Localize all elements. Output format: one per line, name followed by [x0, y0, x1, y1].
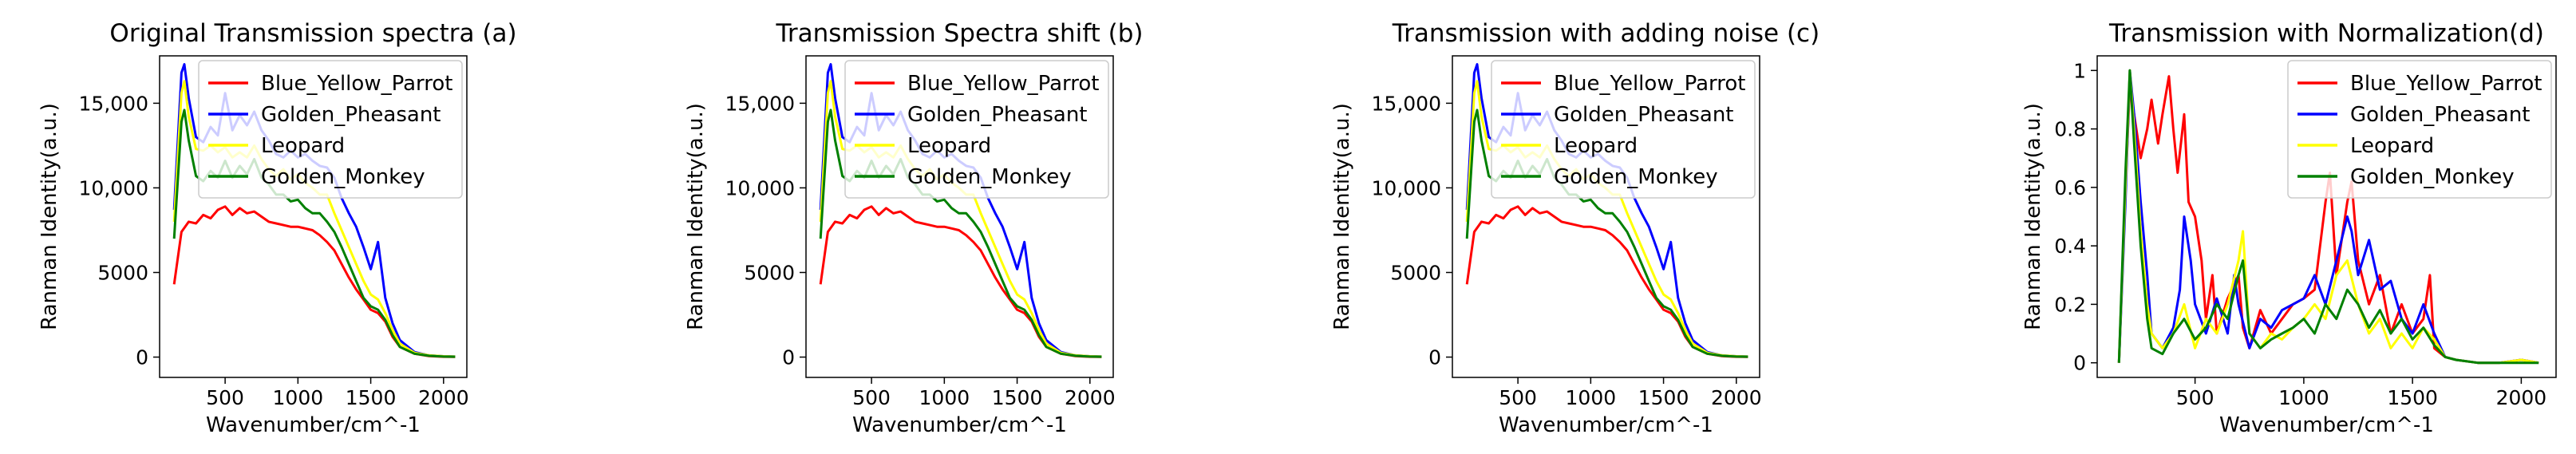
legend-label: Golden_Monkey — [1554, 165, 1718, 189]
legend: Blue_Yellow_Parrot Golden_Pheasant Leopard… — [198, 60, 463, 199]
x-axis-label: Wavenumber/cm^-1 — [852, 413, 1067, 437]
legend-label: Leopard — [1554, 134, 1638, 158]
y-tick-label: 15,000 — [725, 92, 795, 115]
y-tick-label: 0 — [136, 346, 148, 369]
legend-label: Blue_Yellow_Parrot — [907, 72, 1099, 96]
x-tick-label: 2000 — [1065, 386, 1116, 409]
y-tick-label: 15,000 — [79, 92, 148, 115]
y-tick-label: 10,000 — [79, 176, 148, 199]
y-tick-label: 10,000 — [725, 176, 795, 199]
y-tick-label: 0 — [1428, 346, 1441, 369]
series-line-blue-yellow-parrot — [1465, 205, 1748, 358]
legend-label: Golden_Monkey — [261, 165, 425, 189]
x-tick-label: 2000 — [2496, 386, 2547, 409]
x-tick-label: 500 — [206, 386, 244, 409]
y-axis-label: Ranman Identity(a.u.) — [38, 103, 61, 330]
legend-box — [2287, 60, 2552, 199]
x-tick-label: 500 — [1499, 386, 1537, 409]
legend-label: Leopard — [261, 134, 345, 158]
y-tick-label: 0.2 — [2054, 293, 2086, 316]
y-axis-label: Ranman Identity(a.u.) — [2021, 103, 2045, 330]
legend-label: Blue_Yellow_Parrot — [1554, 72, 1745, 96]
y-axis-label: Ranman Identity(a.u.) — [684, 103, 708, 330]
legend-box — [844, 60, 1109, 199]
x-axis-label: Wavenumber/cm^-1 — [1499, 413, 1713, 437]
chart-panel-2: Transmission Spectra shift (b) 500 1000 150… — [684, 19, 1144, 437]
series-line-blue-yellow-parrot — [819, 205, 1102, 358]
y-tick-label: 0.4 — [2054, 235, 2086, 258]
plot-frame — [159, 55, 468, 378]
chart-title: Transmission with Normalization(d) — [2108, 19, 2544, 48]
chart-title: Transmission with adding noise (c) — [1392, 19, 1819, 48]
legend-box — [1491, 60, 1756, 199]
y-tick-label: 0.6 — [2054, 176, 2086, 199]
x-tick-label: 1500 — [992, 386, 1043, 409]
chart-title: Transmission Spectra shift (b) — [776, 19, 1144, 48]
legend-label: Golden_Monkey — [2350, 165, 2515, 189]
y-tick-label: 5000 — [97, 261, 148, 284]
x-tick-label: 2000 — [1711, 386, 1762, 409]
chart-title: Original Transmission spectra (a) — [109, 19, 516, 48]
series-lines — [2117, 69, 2539, 365]
chart-panel-3: Transmission with adding noise (c) 500 100… — [1330, 19, 1819, 437]
x-tick-label: 1000 — [2278, 386, 2329, 409]
x-tick-label: 1000 — [919, 386, 970, 409]
legend-label: Blue_Yellow_Parrot — [261, 72, 452, 96]
legend-label: Leopard — [2350, 134, 2434, 158]
y-tick-label: 0 — [2073, 352, 2086, 375]
y-tick-label: 10,000 — [1372, 176, 1441, 199]
x-tick-label: 500 — [2176, 386, 2214, 409]
legend-label: Golden_Monkey — [907, 165, 1072, 189]
chart-panel-1: Original Transmission spectra (a) 500 1000… — [38, 19, 517, 437]
x-tick-label: 1500 — [346, 386, 397, 409]
series-line-golden-monkey — [2117, 69, 2539, 365]
y-tick-label: 15,000 — [1372, 92, 1441, 115]
legend-label: Leopard — [907, 134, 991, 158]
x-axis-label: Wavenumber/cm^-1 — [2219, 413, 2434, 437]
x-tick-label: 1000 — [1566, 386, 1617, 409]
x-axis-label: Wavenumber/cm^-1 — [206, 413, 421, 437]
legend-label: Golden_Pheasant — [907, 103, 1088, 127]
legend-label: Blue_Yellow_Parrot — [2350, 72, 2542, 96]
x-tick-label: 1000 — [273, 386, 324, 409]
y-tick-label: 0.8 — [2054, 118, 2086, 141]
y-tick-label: 5000 — [1390, 261, 1441, 284]
legend-box — [198, 60, 463, 199]
legend: Blue_Yellow_Parrot Golden_Pheasant Leopard… — [844, 60, 1109, 199]
y-tick-label: 1 — [2073, 59, 2086, 82]
legend-label: Golden_Pheasant — [2350, 103, 2531, 127]
x-tick-label: 1500 — [2387, 386, 2438, 409]
x-tick-label: 2000 — [418, 386, 469, 409]
legend: Blue_Yellow_Parrot Golden_Pheasant Leopard… — [2287, 60, 2552, 199]
plot-frame — [2096, 55, 2557, 378]
x-tick-label: 500 — [852, 386, 891, 409]
chart-panel-4: Transmission with Normalization(d)500 100… — [2021, 19, 2557, 437]
legend-label: Golden_Pheasant — [1554, 103, 1734, 127]
legend: Blue_Yellow_Parrot Golden_Pheasant Leopard… — [1491, 60, 1756, 199]
plot-frame — [1452, 55, 1760, 378]
legend-label: Golden_Pheasant — [261, 103, 441, 127]
x-tick-label: 1500 — [1638, 386, 1689, 409]
series-line-blue-yellow-parrot — [172, 205, 456, 358]
y-axis-label: Ranman Identity(a.u.) — [1330, 103, 1354, 330]
y-tick-label: 0 — [782, 346, 795, 369]
y-tick-label: 5000 — [744, 261, 795, 284]
series-line-leopard — [2117, 69, 2539, 365]
plot-frame — [805, 55, 1114, 378]
